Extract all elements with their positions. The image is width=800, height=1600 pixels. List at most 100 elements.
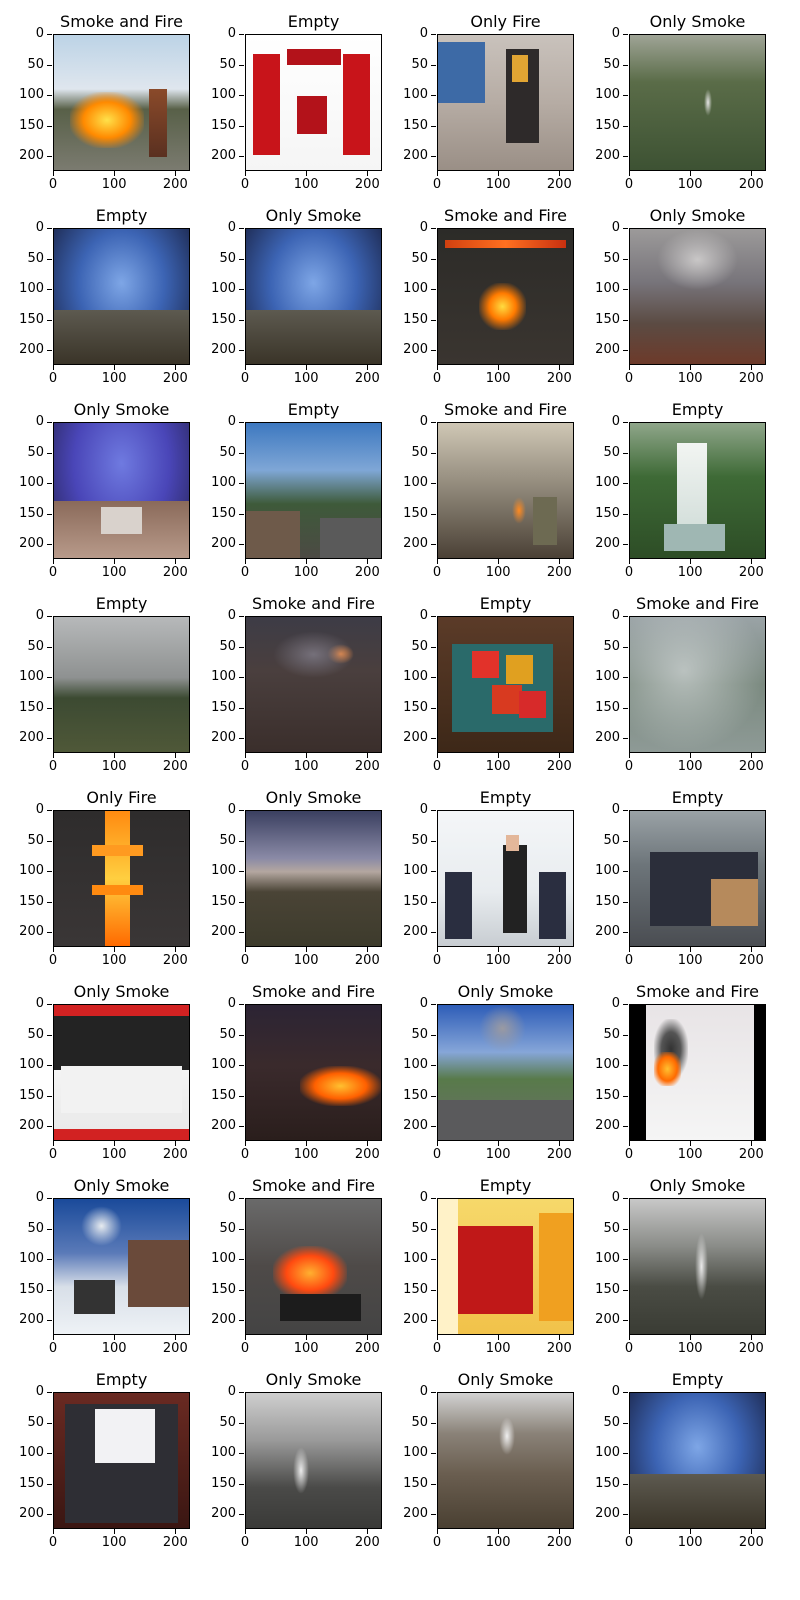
y-tick-label: 150 [19,699,44,715]
x-tick [498,559,500,564]
y-tick [239,228,244,229]
y-tick [623,646,628,648]
y-tick-label: 100 [19,1445,44,1461]
y-tick [47,840,52,842]
x-tick [245,753,246,758]
y-tick [47,1320,52,1322]
y-tick [431,1392,436,1393]
image-region [444,239,567,248]
y-tick [239,1453,244,1455]
x-tick-label: 100 [677,1341,703,1356]
x-tick-label: 200 [738,1147,764,1162]
y-tick [431,513,436,515]
panel-image [437,616,574,753]
y-tick [239,544,244,546]
x-tick-label: 0 [624,953,634,968]
y-tick [47,707,52,709]
y-tick-label: 0 [419,1384,428,1399]
y-tick-label: 0 [227,220,236,235]
x-tick [751,559,753,564]
y-tick-label: 100 [211,281,236,297]
y-tick-label: 150 [403,117,428,133]
x-tick [559,171,561,176]
x-tick-label: 0 [624,177,634,192]
x-tick-label: 0 [432,953,442,968]
y-tick [623,258,628,260]
y-tick-label: 150 [211,893,236,909]
x-tick [175,1141,177,1146]
y-tick-label: 50 [603,1414,620,1430]
y-tick [431,125,436,127]
y-tick [623,228,628,229]
x-tick-label: 0 [48,759,58,774]
x-tick-label: 200 [738,1535,764,1550]
y-tick-label: 100 [211,863,236,879]
x-tick [306,171,308,176]
image-region [286,48,341,65]
y-tick-label: 200 [595,1312,620,1328]
panel-image [245,422,382,559]
y-tick-label: 100 [595,1057,620,1073]
y-tick-label: 0 [227,1190,236,1205]
x-tick-label: 200 [546,759,572,774]
panel-title: Empty [479,594,532,613]
y-tick [431,707,436,709]
y-tick [623,1392,628,1393]
x-tick [306,1141,308,1146]
y-tick [47,125,52,127]
y-tick [239,1259,244,1261]
y-tick [431,289,436,291]
y-tick-label: 150 [403,1087,428,1103]
y-tick [623,422,628,423]
x-tick [437,171,438,176]
panel-image [437,1004,574,1141]
y-tick-label: 150 [211,117,236,133]
y-tick-label: 100 [211,1251,236,1267]
y-tick [623,616,628,617]
x-tick-label: 200 [738,953,764,968]
panel-image [629,34,766,171]
y-tick-label: 50 [27,250,44,266]
y-tick-label: 100 [19,281,44,297]
grid-panel: Smoke and Fire 0 50 100 150 200 0 100 200 [192,970,384,1164]
y-tick [47,810,52,811]
grid-panel: Empty 0 50 100 150 200 0 100 200 [0,1358,192,1552]
y-tick-label: 150 [19,505,44,521]
y-tick-label: 100 [595,87,620,103]
y-tick [239,258,244,260]
y-tick [623,677,628,679]
panel-image [245,1392,382,1529]
y-tick-label: 0 [227,26,236,41]
y-tick [431,1259,436,1261]
y-tick-label: 150 [595,893,620,909]
panel-image [53,422,190,559]
x-tick-label: 200 [546,565,572,580]
y-tick-label: 100 [595,863,620,879]
y-tick [47,319,52,321]
y-tick [47,1198,52,1199]
y-tick-label: 150 [403,311,428,327]
image-region [300,1065,381,1107]
x-tick-label: 0 [624,759,634,774]
y-tick-label: 150 [403,1281,428,1297]
image-region [694,1232,709,1301]
y-tick-label: 200 [403,342,428,358]
x-tick-label: 0 [624,371,634,386]
y-tick [239,1320,244,1322]
x-tick [175,1529,177,1534]
y-tick [239,901,244,903]
panel-title: Only Smoke [457,1370,554,1389]
x-tick [629,1529,630,1534]
x-tick-label: 100 [677,759,703,774]
y-tick [431,34,436,35]
y-tick-label: 200 [595,1118,620,1134]
image-region [458,1226,533,1314]
x-tick-label: 200 [162,953,188,968]
panel-image [53,1198,190,1335]
x-tick [245,947,246,952]
x-tick [53,947,54,952]
y-tick-label: 200 [403,730,428,746]
y-tick-label: 100 [211,1445,236,1461]
y-tick-label: 200 [19,148,44,164]
x-tick-label: 100 [677,565,703,580]
